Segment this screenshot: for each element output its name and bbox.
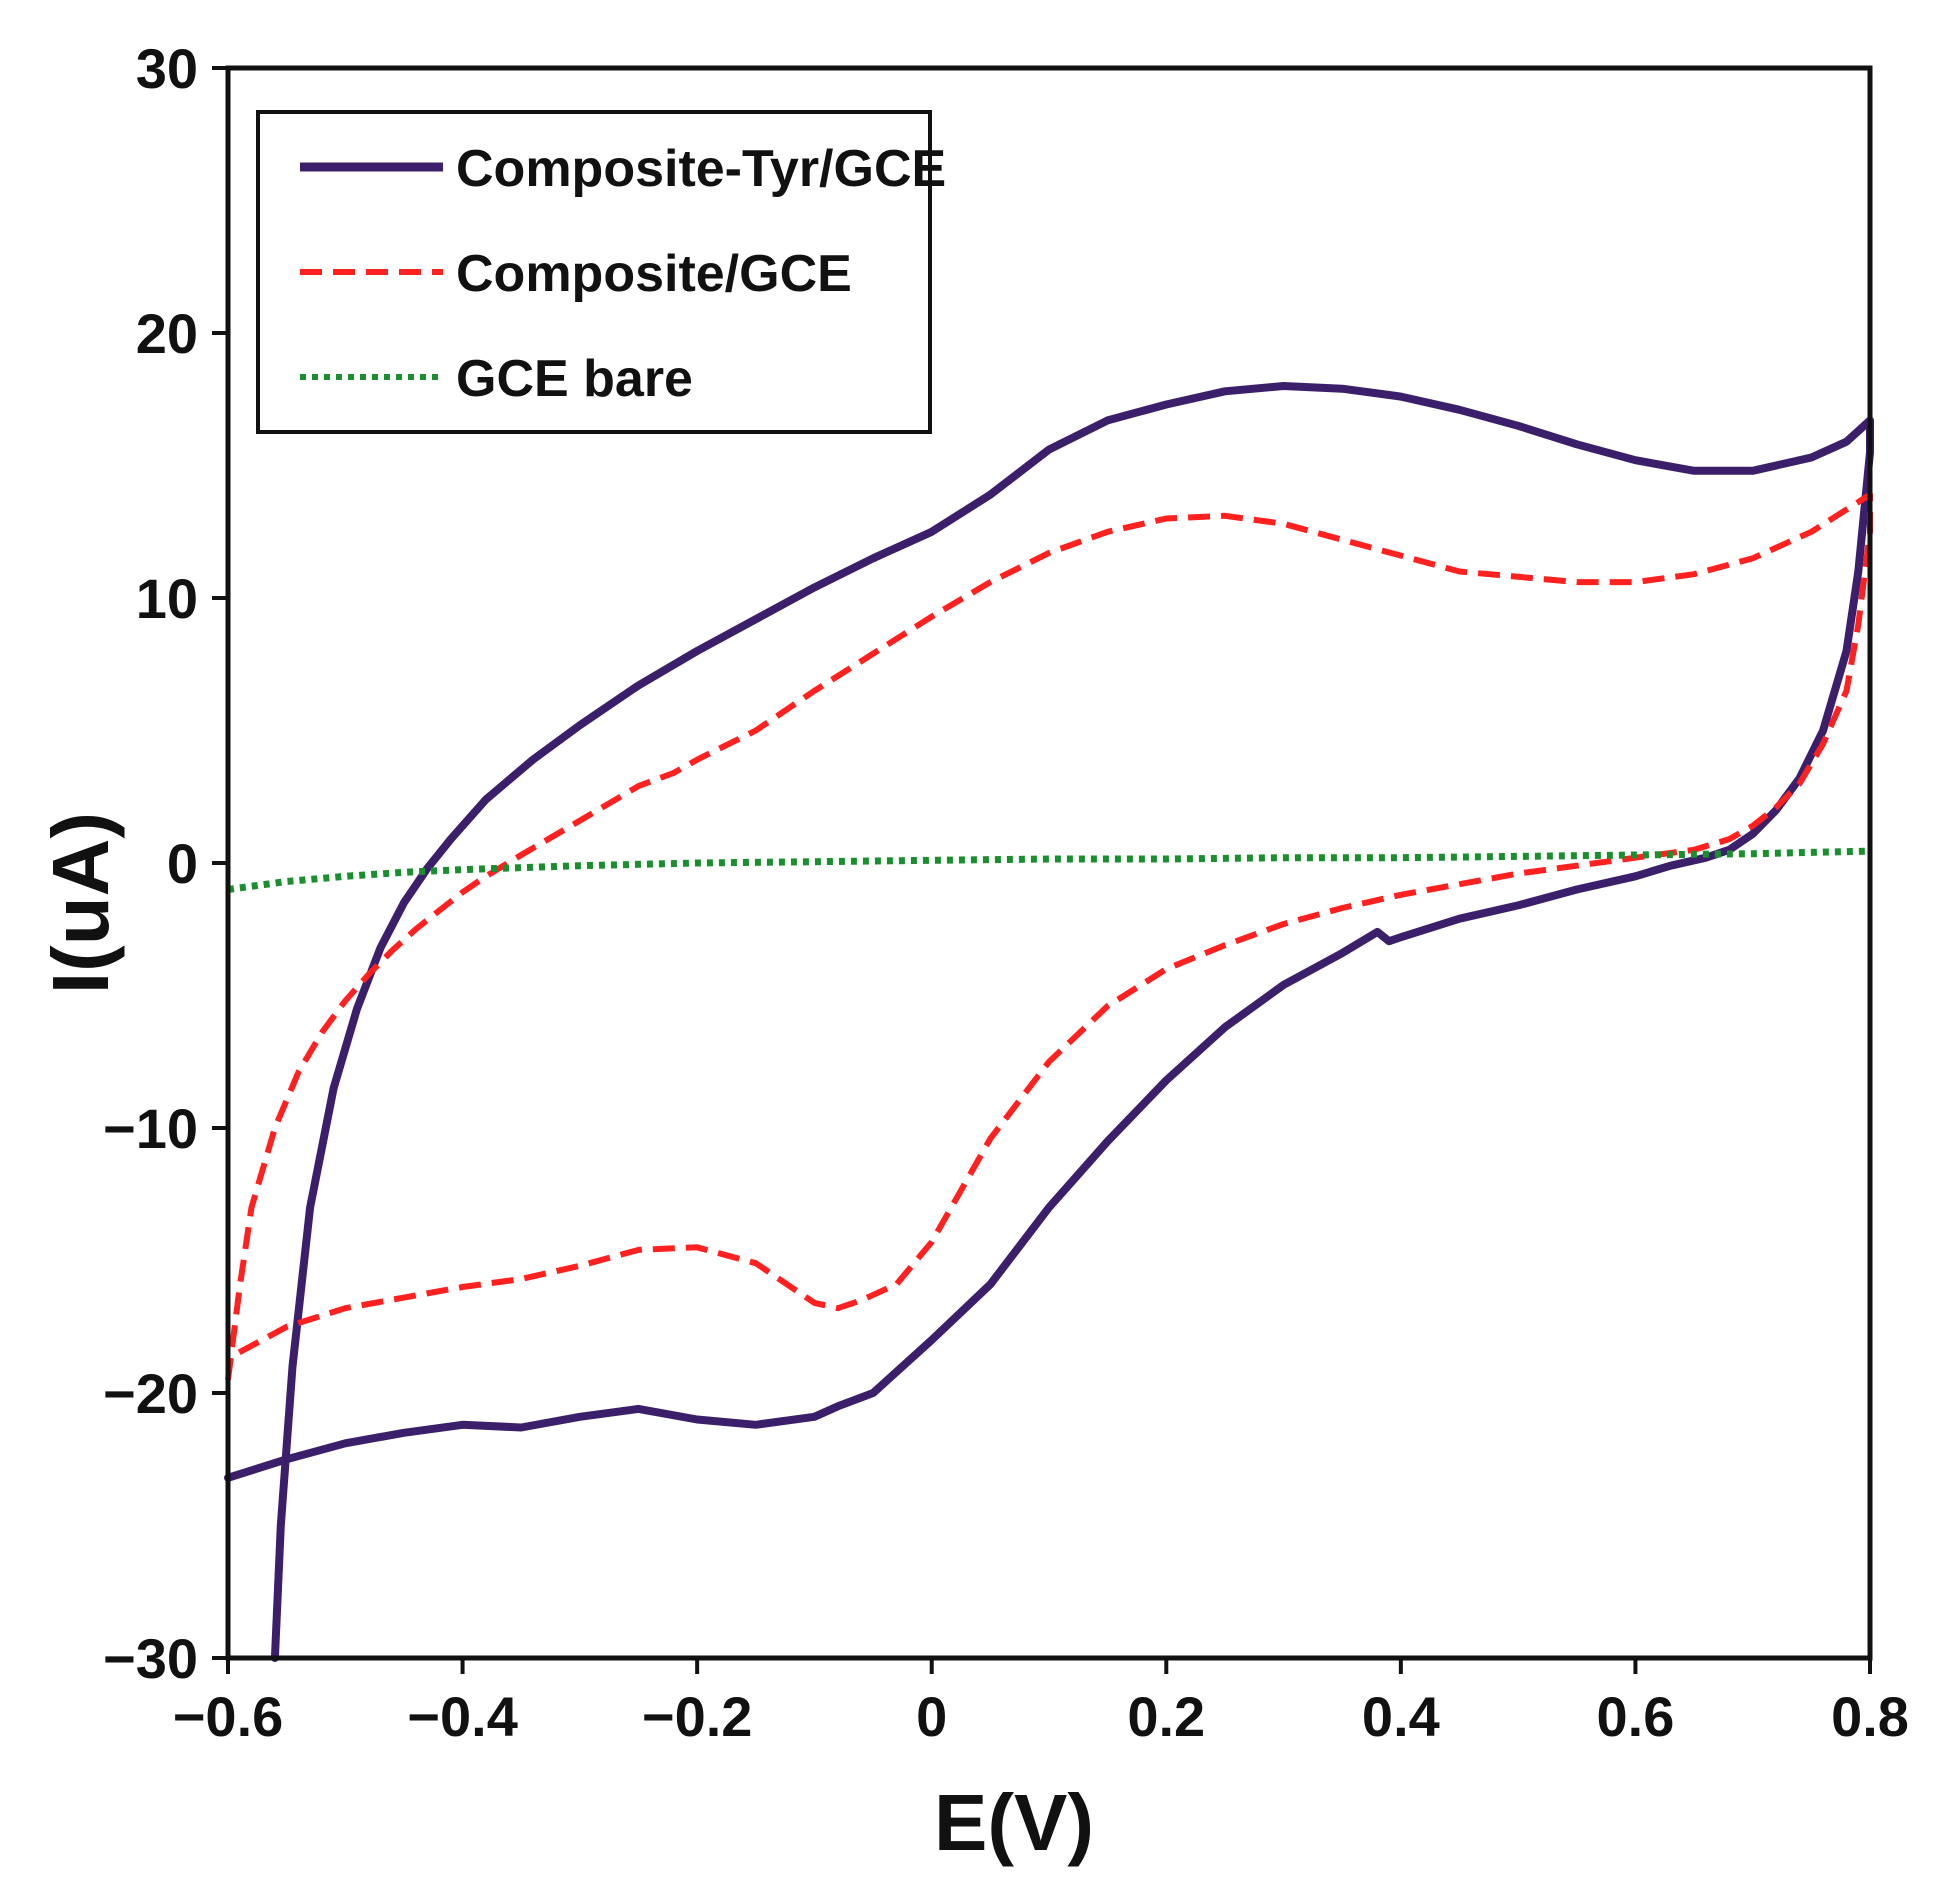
legend: Composite-Tyr/GCE Composite/GCE GCE bare [256,110,946,434]
legend-label-2: Composite/GCE [456,245,852,303]
series-line-3 [227,847,1871,893]
legend-label-3: GCE bare [456,350,693,408]
y-tick-label: 30 [136,37,198,100]
tick-marks [212,66,1872,1674]
y-tick-label: −20 [103,1362,198,1425]
y-tick-label: 10 [136,567,198,630]
x-tick-label: 0.4 [1362,1685,1440,1748]
x-tick-label: 0.8 [1831,1685,1909,1748]
series-line-2 [225,491,1873,1381]
legend-label-1: Composite-Tyr/GCE [456,140,946,198]
y-axis-tick-labels: −30 −20 −10 0 10 20 30 [103,37,198,1690]
x-tick-label: −0.2 [642,1685,753,1748]
x-tick-label: 0.6 [1596,1685,1674,1748]
y-tick-label: 20 [136,302,198,365]
x-tick-label: −0.6 [173,1685,284,1748]
x-axis-tick-labels: −0.6 −0.4 −0.2 0 0.2 0.4 0.6 0.8 [173,1685,1909,1748]
x-axis-title: E(V) [934,1778,1094,1867]
y-axis-title: I(uA) [36,812,125,994]
x-tick-label: −0.4 [407,1685,518,1748]
x-tick-label: 0 [916,1685,947,1748]
y-tick-label: 0 [167,832,198,895]
series-line-1 [224,382,1874,1662]
y-tick-label: −10 [103,1097,198,1160]
y-tick-label: −30 [103,1627,198,1690]
x-tick-label: 0.2 [1127,1685,1205,1748]
series-layer [224,382,1874,1662]
